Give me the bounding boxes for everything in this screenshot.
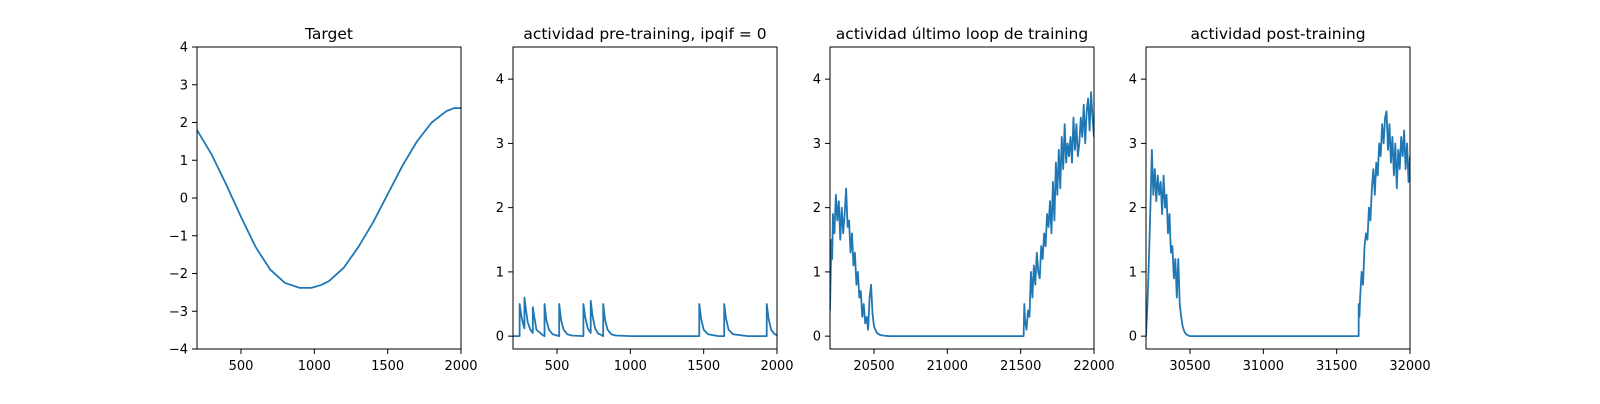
series-line bbox=[830, 91, 1094, 338]
y-tick-label: 4 bbox=[813, 73, 821, 88]
x-tick-label: 1000 bbox=[614, 359, 647, 374]
y-tick-label: 3 bbox=[180, 78, 188, 93]
y-tick-label: 1 bbox=[496, 265, 504, 280]
y-tick-label: 0 bbox=[496, 330, 504, 345]
y-tick-label: 2 bbox=[180, 116, 188, 131]
chart-panel-1: 500 1000 1500 2000 −4 −3 −2 −1 0 1 2 3 4 Target bbox=[169, 25, 478, 374]
y-tick-label: 1 bbox=[180, 154, 188, 169]
y-tick-label: 2 bbox=[813, 201, 821, 216]
x-tick-label: 32000 bbox=[1389, 359, 1430, 374]
chart-title: Target bbox=[304, 25, 353, 43]
chart-panel-3: 20500 21000 21500 22000 0 1 2 3 4 actividad últim… bbox=[813, 25, 1115, 374]
y-tick-label: 1 bbox=[813, 265, 821, 280]
y-tick-label: 2 bbox=[1129, 201, 1137, 216]
x-tick-label: 1500 bbox=[371, 359, 404, 374]
y-tick-label: −4 bbox=[169, 343, 188, 358]
y-tick-label: 3 bbox=[813, 137, 821, 152]
x-tick-label: 2000 bbox=[760, 359, 793, 374]
chart-panel-2: 500 1000 1500 2000 0 1 2 3 4 actividad pre-traini… bbox=[496, 25, 794, 374]
y-tick-label: −3 bbox=[169, 305, 188, 320]
y-tick-label: 3 bbox=[1129, 137, 1137, 152]
y-tick-label: 4 bbox=[1129, 73, 1137, 88]
y-tick-label: 3 bbox=[496, 137, 504, 152]
x-tick-label: 500 bbox=[545, 359, 570, 374]
y-tick-label: 4 bbox=[180, 41, 188, 56]
y-tick-label: −1 bbox=[169, 229, 188, 244]
x-tick-label: 1000 bbox=[298, 359, 331, 374]
x-tick-label: 21000 bbox=[927, 359, 968, 374]
y-tick-label: −2 bbox=[169, 267, 188, 282]
series-line bbox=[513, 296, 777, 338]
y-tick-label: 0 bbox=[813, 330, 821, 345]
y-tick-label: 0 bbox=[180, 192, 188, 207]
x-tick-label: 22000 bbox=[1073, 359, 1114, 374]
x-tick-label: 31000 bbox=[1243, 359, 1284, 374]
y-tick-label: 2 bbox=[496, 201, 504, 216]
x-tick-label: 20500 bbox=[853, 359, 894, 374]
chart-title: actividad pre-training, ipqif = 0 bbox=[523, 25, 766, 43]
x-tick-label: 1500 bbox=[687, 359, 720, 374]
x-tick-label: 31500 bbox=[1316, 359, 1357, 374]
series-line bbox=[1146, 110, 1410, 338]
axes-frame bbox=[512, 46, 778, 350]
x-tick-label: 21500 bbox=[1000, 359, 1041, 374]
x-tick-label: 500 bbox=[229, 359, 254, 374]
x-tick-label: 30500 bbox=[1169, 359, 1210, 374]
axes-frame bbox=[1145, 46, 1411, 350]
x-tick-label: 2000 bbox=[444, 359, 477, 374]
chart-panel-4: 30500 31000 31500 32000 0 1 2 3 4 actividad post-… bbox=[1129, 25, 1431, 374]
chart-title: actividad post-training bbox=[1190, 25, 1365, 43]
axes-frame bbox=[829, 46, 1095, 350]
series-line bbox=[197, 107, 461, 289]
chart-title: actividad último loop de training bbox=[836, 25, 1088, 43]
y-tick-label: 0 bbox=[1129, 330, 1137, 345]
y-tick-label: 4 bbox=[496, 73, 504, 88]
y-tick-label: 1 bbox=[1129, 265, 1137, 280]
